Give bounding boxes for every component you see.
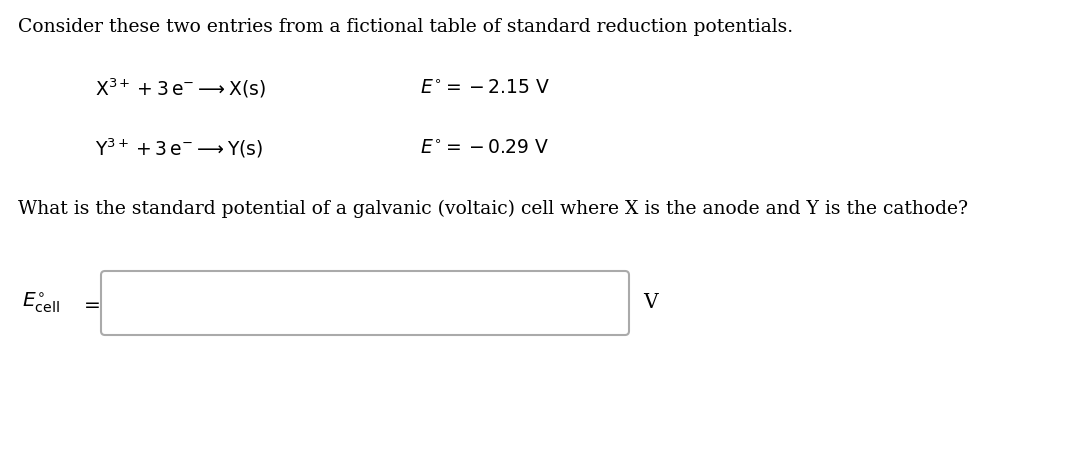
Text: What is the standard potential of a galvanic (voltaic) cell where X is the anode: What is the standard potential of a galv…: [18, 200, 968, 218]
Text: $\mathrm{X^{3+} + 3\,e^{-} \longrightarrow X(s)}$: $\mathrm{X^{3+} + 3\,e^{-} \longrightarr…: [95, 76, 266, 100]
Text: $E^{\circ} = -2.15\ \mathrm{V}$: $E^{\circ} = -2.15\ \mathrm{V}$: [420, 79, 551, 97]
Text: V: V: [643, 294, 658, 312]
Text: $E^{\circ}_{\mathrm{cell}}$: $E^{\circ}_{\mathrm{cell}}$: [22, 291, 60, 315]
Text: Consider these two entries from a fictional table of standard reduction potentia: Consider these two entries from a fictio…: [18, 18, 793, 36]
Text: $E^{\circ} = -0.29\ \mathrm{V}$: $E^{\circ} = -0.29\ \mathrm{V}$: [420, 139, 549, 157]
Text: $=$: $=$: [80, 294, 101, 312]
Text: $\mathrm{Y^{3+} + 3\,e^{-} \longrightarrow Y(s)}$: $\mathrm{Y^{3+} + 3\,e^{-} \longrightarr…: [95, 136, 263, 160]
FancyBboxPatch shape: [101, 271, 629, 335]
